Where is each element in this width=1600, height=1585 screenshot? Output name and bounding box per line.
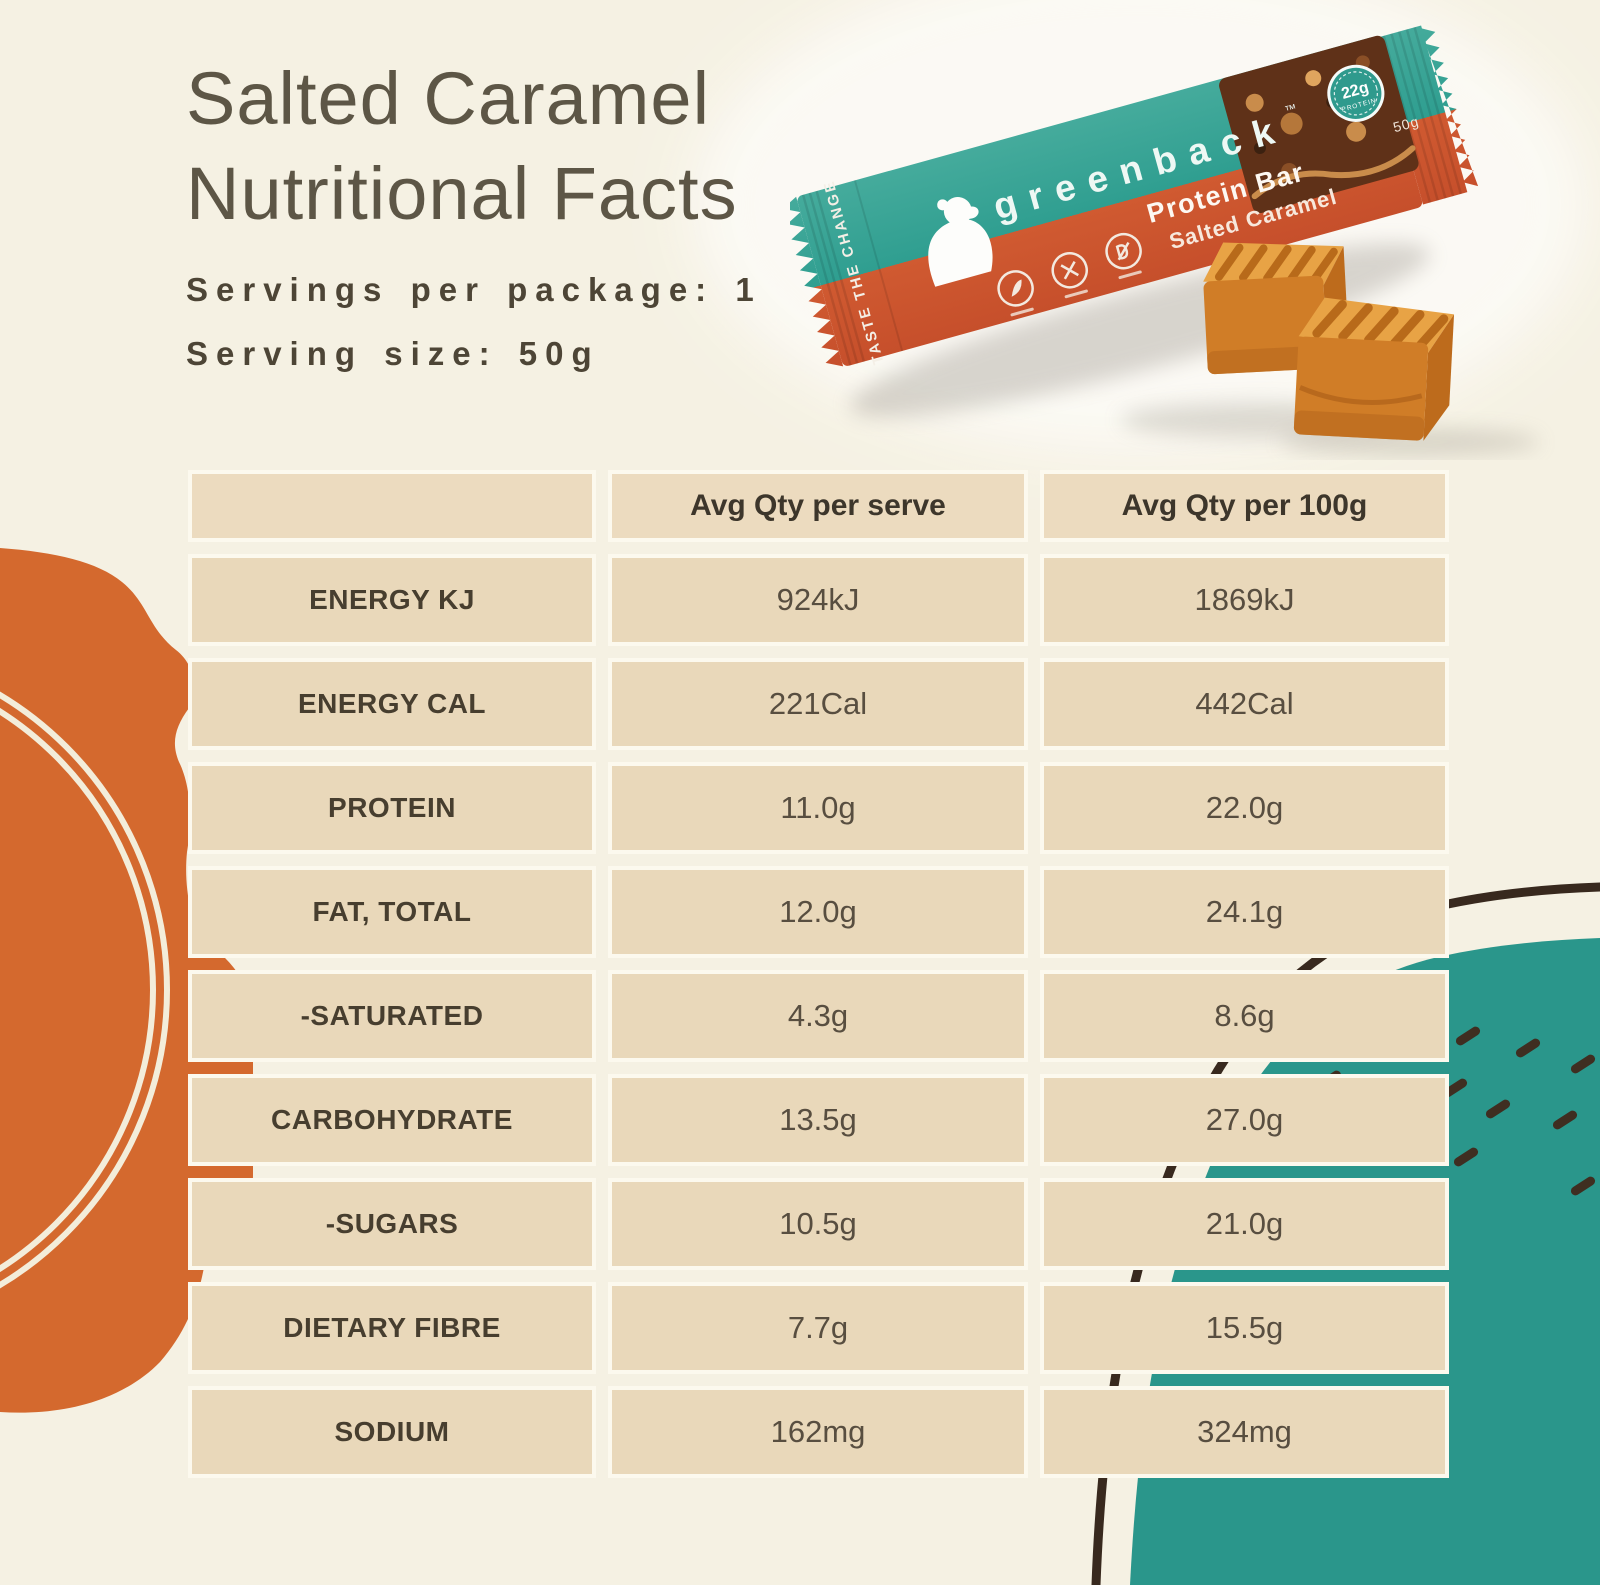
column-header-per-serve: Avg Qty per serve <box>608 470 1028 542</box>
row-value-per-100g: 22.0g <box>1040 762 1449 854</box>
row-value-per-100g: 15.5g <box>1040 1282 1449 1374</box>
servings-line: Servings per package: 1 <box>186 271 762 308</box>
page-title-line2: Nutritional Facts <box>186 151 738 235</box>
seed-dash <box>1485 1099 1511 1119</box>
row-value-per-serve: 12.0g <box>608 866 1028 958</box>
weight-label: 50g <box>1391 113 1421 135</box>
row-value-per-serve: 10.5g <box>608 1178 1028 1270</box>
row-label: CARBOHYDRATE <box>188 1074 596 1166</box>
row-label: FAT, TOTAL <box>188 866 596 958</box>
caramel-cube <box>1293 297 1455 441</box>
wrapper-crimp-left <box>790 196 844 367</box>
seed-dash <box>1570 1176 1596 1196</box>
row-value-per-serve: 4.3g <box>608 970 1028 1062</box>
seed-dash <box>1552 1110 1578 1130</box>
wrapper-twist-right <box>1376 25 1468 205</box>
row-label: PROTEIN <box>188 762 596 854</box>
row-label: ENERGY CAL <box>188 658 596 750</box>
wheat-icon <box>1051 252 1088 289</box>
gorilla-logo-icon <box>928 197 993 287</box>
seed-dash <box>1570 1054 1596 1074</box>
product-photo: TASTE THE CHANGE greenback ™ <box>790 25 1540 456</box>
row-value-per-serve: 13.5g <box>608 1074 1028 1166</box>
cert-icon-captions <box>1010 270 1142 317</box>
row-value-per-100g: 8.6g <box>1040 970 1449 1062</box>
row-value-per-100g: 21.0g <box>1040 1178 1449 1270</box>
cert-icons <box>997 232 1142 307</box>
trademark-symbol: ™ <box>1283 101 1298 118</box>
row-value-per-serve: 162mg <box>608 1386 1028 1478</box>
row-value-per-100g: 324mg <box>1040 1386 1449 1478</box>
column-header-blank <box>188 470 596 542</box>
leaf-icon <box>997 270 1034 307</box>
serving-size-line: Serving size: 50g <box>186 335 600 373</box>
serving-info: Servings per package: 1 Serving size: 50… <box>186 258 762 387</box>
row-label: DIETARY FIBRE <box>188 1282 596 1374</box>
row-label: SODIUM <box>188 1386 596 1478</box>
gluten-free-icon <box>1105 232 1142 270</box>
row-value-per-100g: 27.0g <box>1040 1074 1449 1166</box>
seed-dash <box>1455 1026 1481 1046</box>
page-title-line1: Salted Caramel <box>186 57 711 140</box>
row-label: -SUGARS <box>188 1178 596 1270</box>
page-title: Salted Caramel Nutritional Facts <box>186 52 738 241</box>
row-value-per-100g: 24.1g <box>1040 866 1449 958</box>
row-value-per-100g: 1869kJ <box>1040 554 1449 646</box>
row-label: ENERGY KJ <box>188 554 596 646</box>
seed-dash <box>1453 1147 1479 1167</box>
orange-blob-ring <box>0 643 170 1337</box>
row-value-per-serve: 221Cal <box>608 658 1028 750</box>
badge-value: 22g <box>1340 79 1371 103</box>
row-value-per-serve: 924kJ <box>608 554 1028 646</box>
row-value-per-100g: 442Cal <box>1040 658 1449 750</box>
nutrition-table: Avg Qty per serve Avg Qty per 100g ENERG… <box>188 470 1449 1478</box>
protein-badge: 22g PROTEIN <box>1327 64 1385 122</box>
row-value-per-serve: 11.0g <box>608 762 1028 854</box>
seed-dash <box>1515 1038 1541 1058</box>
row-value-per-serve: 7.7g <box>608 1282 1028 1374</box>
column-header-per-100g: Avg Qty per 100g <box>1040 470 1449 542</box>
row-label: -SATURATED <box>188 970 596 1062</box>
